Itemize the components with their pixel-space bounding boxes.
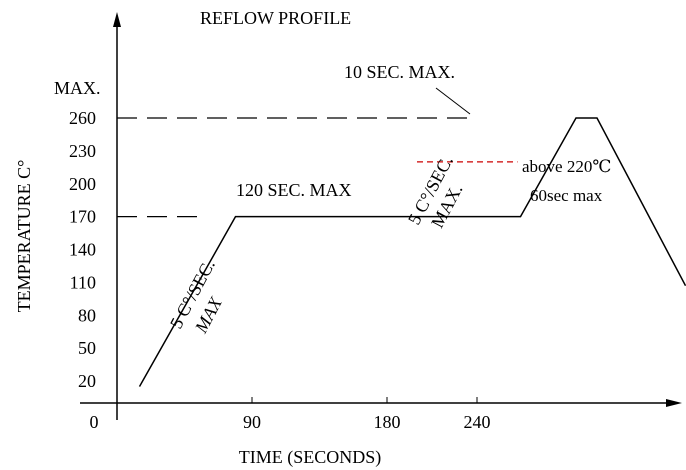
y-tick-label-230: 230: [69, 141, 96, 161]
y-tick-label-50: 50: [78, 338, 96, 358]
y-tick-label-80: 80: [78, 305, 96, 325]
y-axis-label: TEMPERATURE C°: [14, 160, 34, 313]
soak-time-annotation: 120 SEC. MAX: [236, 180, 352, 200]
y-tick-label-20: 20: [78, 371, 96, 391]
peak-time-annotation: 10 SEC. MAX.: [344, 62, 455, 82]
y-tick-label-260: 260: [69, 108, 96, 128]
liquidus-temp-annotation: above 220℃: [522, 157, 611, 176]
peak-annotation-leader: [435, 87, 471, 115]
y-tick-label-170: 170: [69, 207, 96, 227]
profile-line: [138, 117, 686, 387]
x-tick-label-180: 180: [374, 412, 401, 432]
y-max-label: MAX.: [54, 78, 101, 98]
x-tick-label-240: 240: [464, 412, 491, 432]
y-tick-label-110: 110: [70, 272, 96, 292]
liquidus-time-annotation: 60sec max: [530, 186, 603, 205]
x-axis-label: TIME (SECONDS): [239, 447, 382, 468]
chart-title: REFLOW PROFILE: [200, 8, 351, 28]
y-axis-arrow: [113, 12, 121, 27]
x-axis-arrow: [666, 399, 682, 407]
x-tick-label-90: 90: [243, 412, 261, 432]
y-tick-label-140: 140: [69, 240, 96, 260]
x-tick-label-0: 0: [90, 412, 99, 432]
y-tick-label-200: 200: [69, 174, 96, 194]
